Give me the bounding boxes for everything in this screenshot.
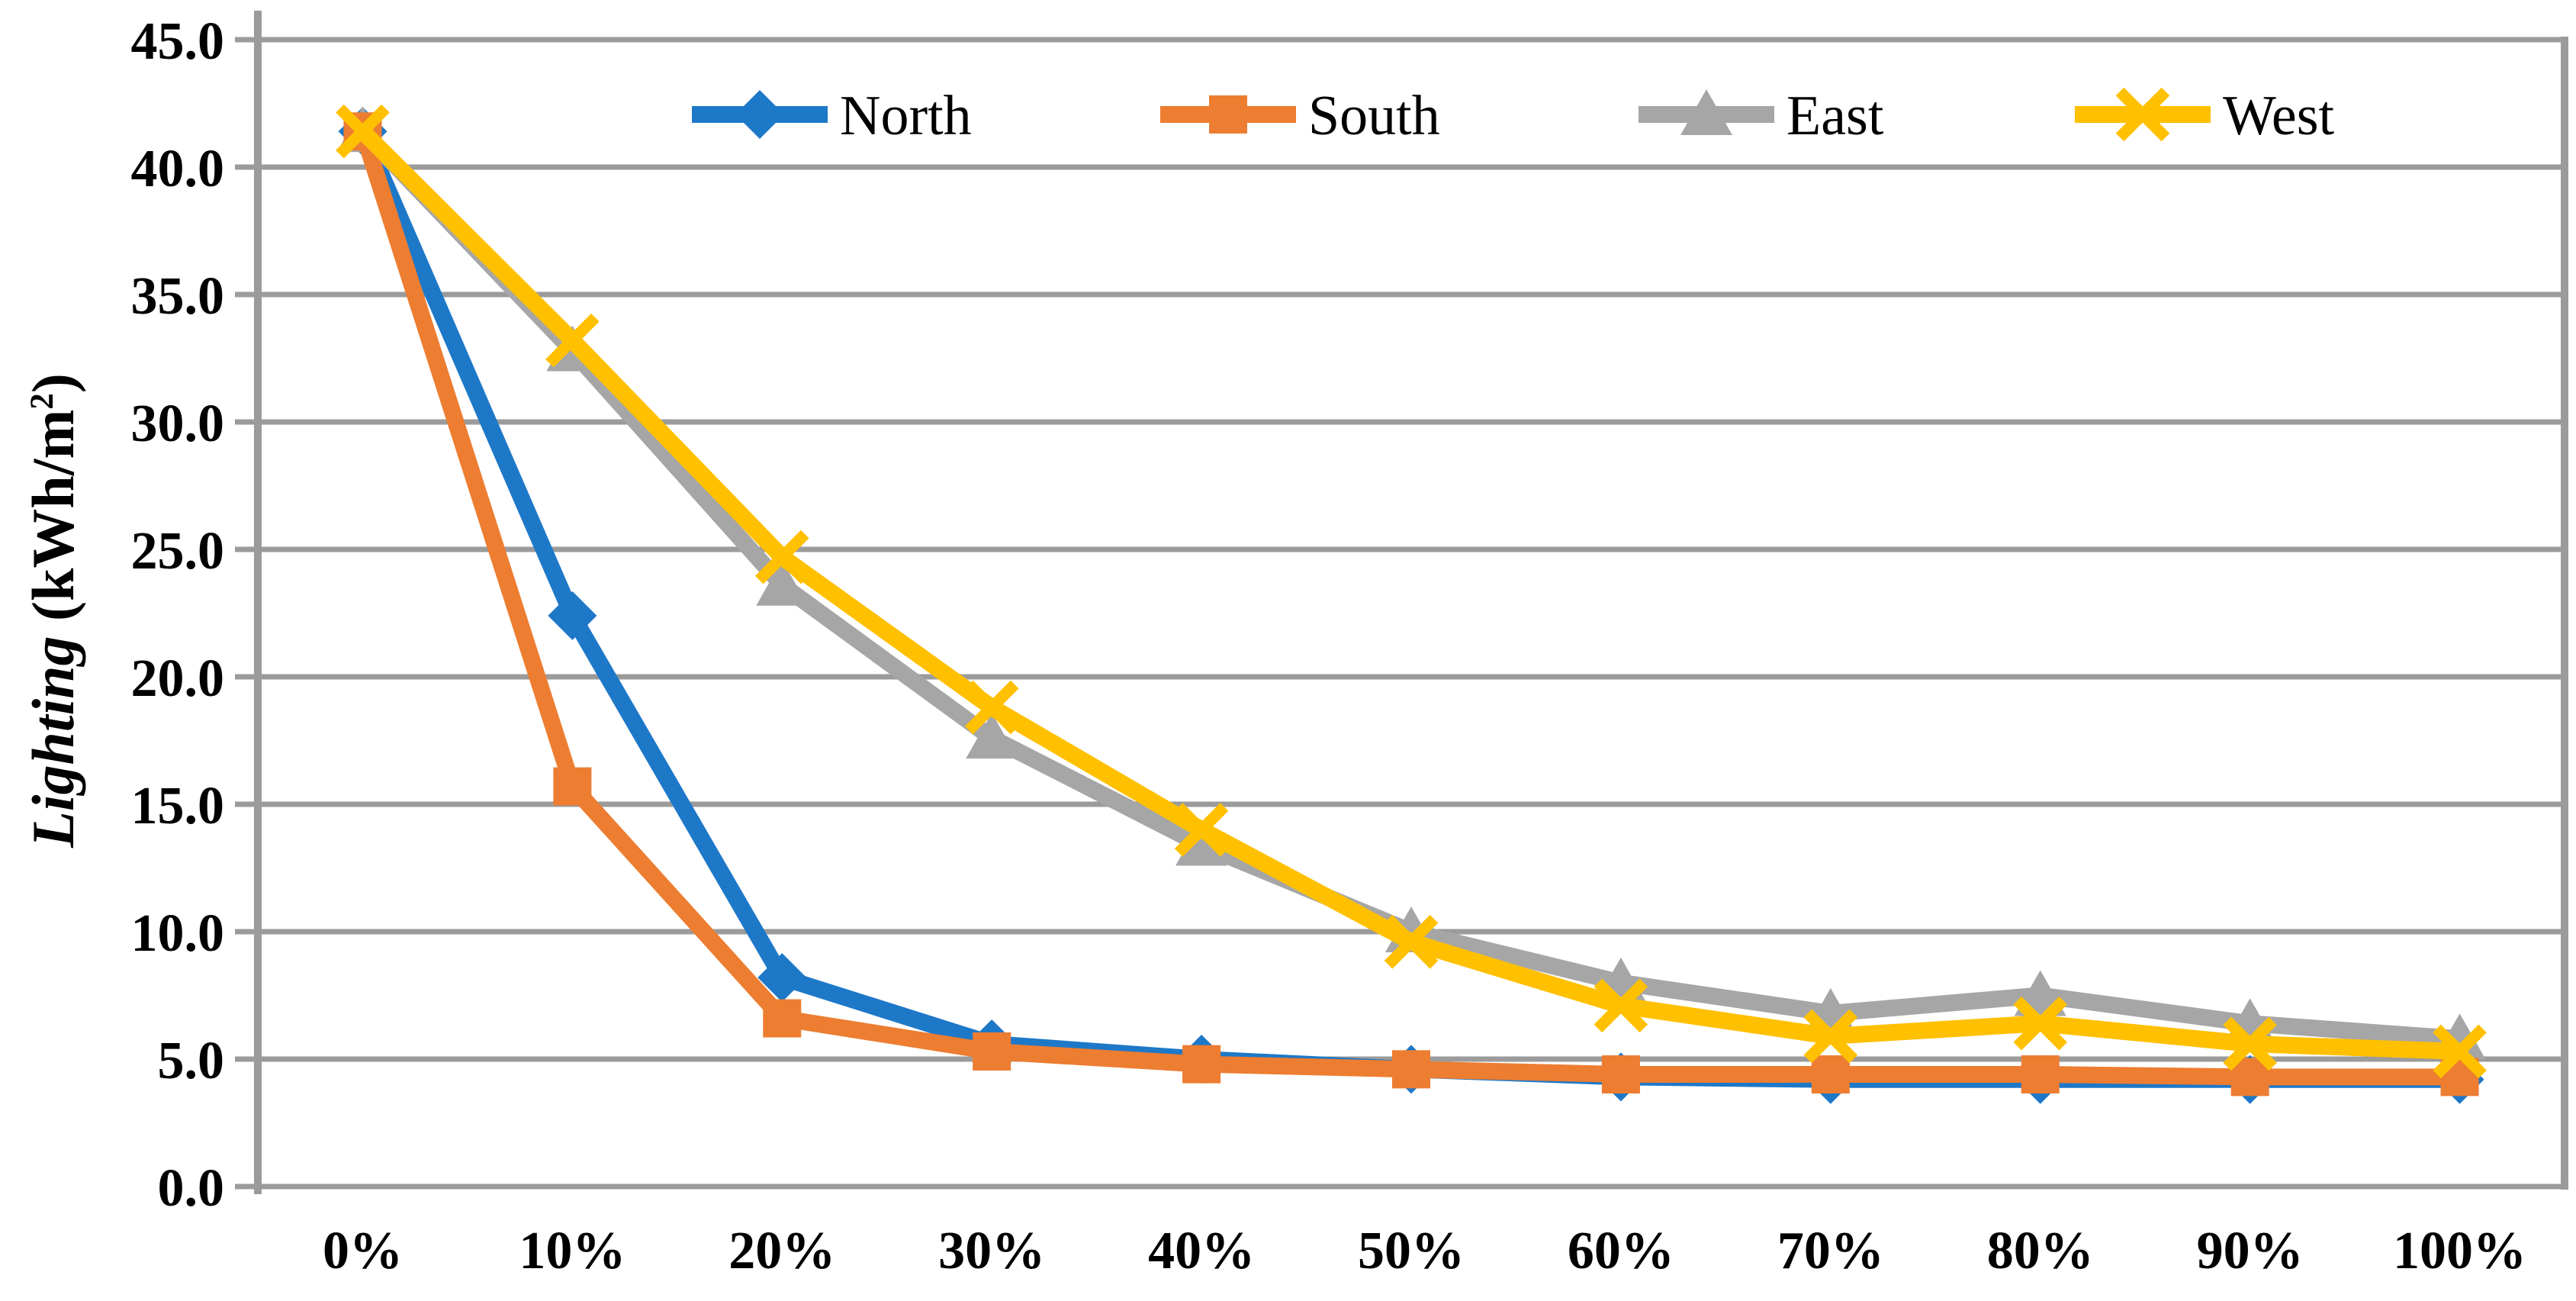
series-south-marker: [1182, 1045, 1221, 1084]
series-west-marker: [1384, 915, 1439, 969]
y-tick-label: 20.0: [131, 649, 225, 708]
x-tick-label: 70%: [1777, 1222, 1884, 1280]
series-south-marker: [1601, 1055, 1640, 1094]
y-tick-label: 30.0: [131, 394, 225, 453]
series-west-marker: [1594, 978, 1648, 1033]
series-west-marker: [1803, 1009, 1858, 1064]
legend-marker-north: [735, 90, 784, 139]
y-tick-label: 25.0: [131, 522, 225, 581]
legend-label-east: East: [1786, 85, 1884, 147]
series-south-marker: [1811, 1055, 1850, 1094]
series-west-marker: [336, 104, 390, 159]
legend-label-south: South: [1308, 85, 1440, 147]
y-tick-label: 10.0: [131, 904, 225, 963]
series-west-marker: [964, 680, 1019, 735]
x-tick-label: 60%: [1568, 1222, 1674, 1280]
series-west-marker: [2223, 1016, 2277, 1071]
series-north-marker: [757, 953, 807, 1003]
series-west-marker: [754, 530, 809, 584]
x-tick-label: 20%: [728, 1222, 835, 1280]
x-tick-label: 40%: [1148, 1222, 1255, 1280]
y-axis-title: Lighting (kWh/m2): [19, 373, 88, 848]
y-tick-label: 35.0: [131, 267, 225, 326]
legend-marker-east: [1680, 89, 1732, 135]
x-tick-label: 90%: [2197, 1222, 2304, 1280]
x-tick-label: 0%: [323, 1222, 403, 1280]
y-tick-label: 15.0: [131, 777, 225, 836]
legend-marker-west: [2115, 87, 2170, 142]
y-tick-label: 5.0: [158, 1032, 225, 1090]
series-south-marker: [553, 767, 592, 806]
series-north-marker: [548, 591, 597, 640]
y-axis-title-unit-prefix: (kWh/m: [20, 409, 86, 636]
y-tick-label: 40.0: [131, 140, 225, 198]
legend-label-north: North: [840, 85, 972, 147]
legend-marker-south: [1209, 95, 1247, 134]
series-west-marker: [2433, 1024, 2487, 1079]
series-south-marker: [973, 1032, 1011, 1071]
series-west-marker: [545, 313, 600, 368]
series-south-marker: [763, 999, 802, 1038]
x-tick-label: 30%: [938, 1222, 1045, 1280]
x-tick-label: 10%: [519, 1222, 626, 1280]
series-west-marker: [1174, 803, 1229, 857]
series-south-marker: [1392, 1050, 1430, 1089]
x-tick-label: 100%: [2393, 1222, 2526, 1280]
series-east-marker: [1175, 820, 1228, 866]
legend-label-west: West: [2223, 85, 2335, 147]
x-tick-label: 80%: [1987, 1222, 2094, 1280]
series-east-marker: [966, 713, 1018, 759]
y-tick-label: 0.0: [158, 1159, 225, 1218]
y-axis-title-word: Lighting: [20, 636, 86, 848]
x-tick-label: 50%: [1358, 1222, 1465, 1280]
y-axis-title-unit-sup: 2: [24, 393, 60, 410]
y-tick-label: 45.0: [131, 12, 225, 71]
y-axis-title-unit-suffix: ): [20, 373, 86, 394]
series-east-marker: [756, 559, 809, 606]
series-west-marker: [2013, 996, 2068, 1051]
series-south-marker: [2021, 1055, 2060, 1094]
